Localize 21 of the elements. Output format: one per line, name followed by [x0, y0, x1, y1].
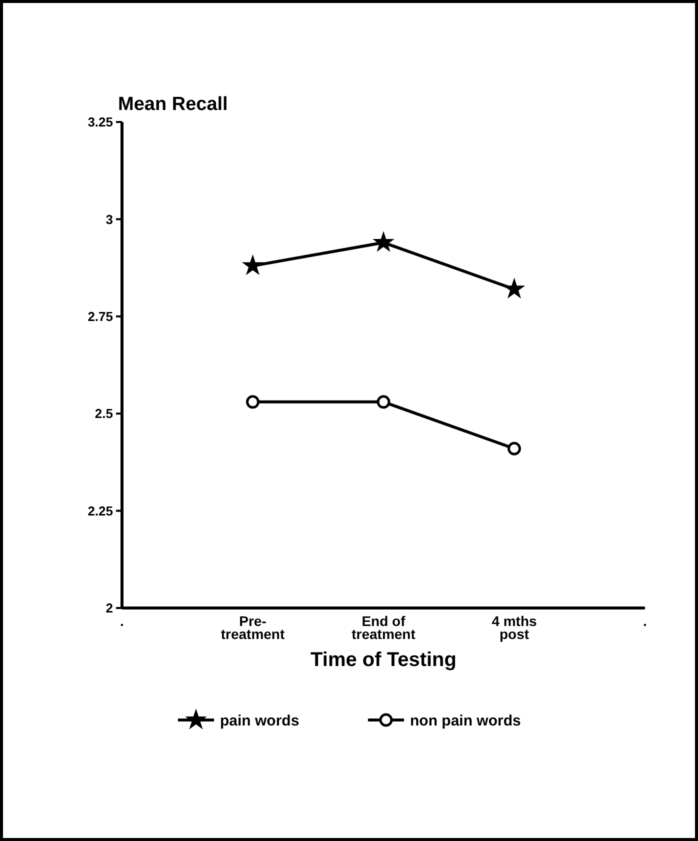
point	[242, 255, 263, 274]
x-tick-label: Pre- treatment	[220, 613, 285, 642]
y-tick-label: 2.5	[94, 406, 113, 422]
point	[374, 232, 394, 252]
y-axis-title: Mean Recall	[118, 94, 228, 115]
y-tick-label: 3.25	[88, 114, 113, 130]
point	[508, 442, 521, 456]
point	[376, 395, 390, 409]
point	[504, 278, 524, 298]
x-tick-label: End of treatment	[352, 613, 416, 642]
y-tick-label: 2.75	[88, 308, 113, 324]
x-tick-label: 4 mths post	[492, 613, 538, 642]
x-axis-title: Time of Testing	[310, 649, 456, 671]
y-tick-label: 2	[106, 600, 113, 616]
x-tick-label: .	[643, 613, 647, 629]
x-tick-label: .	[120, 613, 124, 629]
y-tick-label: 3	[106, 212, 113, 227]
y-tick-label: 2.25	[88, 503, 113, 518]
point	[246, 395, 260, 409]
legend-label: non pain words	[410, 712, 521, 730]
legend-label: pain words	[220, 712, 300, 730]
